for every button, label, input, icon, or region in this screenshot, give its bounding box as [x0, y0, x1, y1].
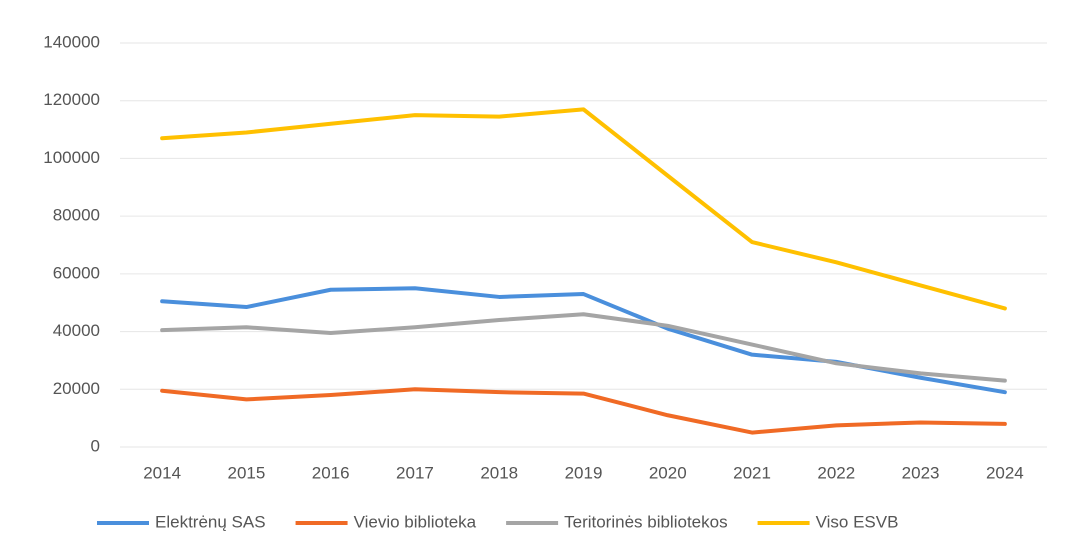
x-tick-label: 2022: [817, 463, 855, 482]
series-line: [160, 387, 1007, 435]
y-tick-label: 100000: [43, 148, 100, 167]
x-tick-label: 2019: [565, 463, 603, 482]
legend-label: Viso ESVB: [816, 512, 899, 531]
series-line: [160, 286, 1007, 395]
y-tick-label: 0: [91, 436, 100, 455]
legend-label: Teritorinės bibliotekos: [564, 512, 727, 531]
x-tick-label: 2021: [733, 463, 771, 482]
y-tick-label: 120000: [43, 90, 100, 109]
x-tick-label: 2023: [902, 463, 940, 482]
x-tick-label: 2015: [227, 463, 265, 482]
y-tick-label: 40000: [53, 321, 100, 340]
y-tick-label: 20000: [53, 379, 100, 398]
x-tick-label: 2024: [986, 463, 1024, 482]
y-tick-label: 60000: [53, 263, 100, 282]
y-tick-label: 140000: [43, 32, 100, 51]
series-line: [160, 312, 1007, 383]
legend-label: Vievio biblioteka: [354, 512, 477, 531]
x-tick-label: 2020: [649, 463, 687, 482]
legend-label: Elektrėnų SAS: [155, 512, 266, 531]
x-tick-label: 2016: [312, 463, 350, 482]
series-line: [160, 107, 1007, 311]
x-tick-label: 2014: [143, 463, 181, 482]
y-tick-label: 80000: [53, 206, 100, 225]
x-tick-label: 2017: [396, 463, 434, 482]
legend: Elektrėnų SAS Vievio biblioteka Teritorinė…: [97, 512, 898, 531]
x-tick-label: 2018: [480, 463, 518, 482]
